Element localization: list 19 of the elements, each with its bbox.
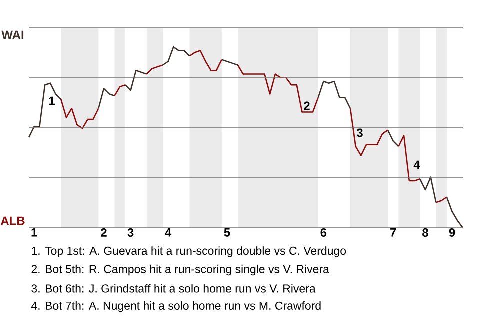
- text: 3. Bot 6th: J. Grindstaff hit a solo home run vs V. Rivera: [32, 284, 316, 293]
- text: 1. Top 1st: A. Guevara hit a run-scoring double vs C. Verdugo: [32, 246, 346, 258]
- x-tick-label: 6: [320, 228, 327, 238]
- x-tick-label: 9: [449, 228, 456, 238]
- x-tick-label: 1: [32, 228, 38, 237]
- x-tick-label: 8: [422, 228, 428, 238]
- x-tick-label: 2: [101, 228, 107, 237]
- annotation: 3: [356, 128, 363, 138]
- annotation: 2: [304, 102, 310, 110]
- x-tick-label: 3: [128, 228, 134, 238]
- text: WAI: [2, 30, 24, 40]
- text: ALB: [0, 216, 25, 226]
- annotation: 1: [49, 96, 56, 106]
- x-tick-label: 4: [165, 228, 172, 237]
- text: 2. Bot 5th: R. Campos hit a run-scoring single vs V. Rivera: [32, 264, 330, 276]
- annotation: 4: [414, 160, 420, 170]
- x-tick-label: 7: [390, 228, 396, 237]
- x-tick-label: 5: [224, 228, 230, 237]
- text: 4. Bot 7th: A. Nugent hit a solo home run vs M. Crawford: [31, 302, 321, 312]
